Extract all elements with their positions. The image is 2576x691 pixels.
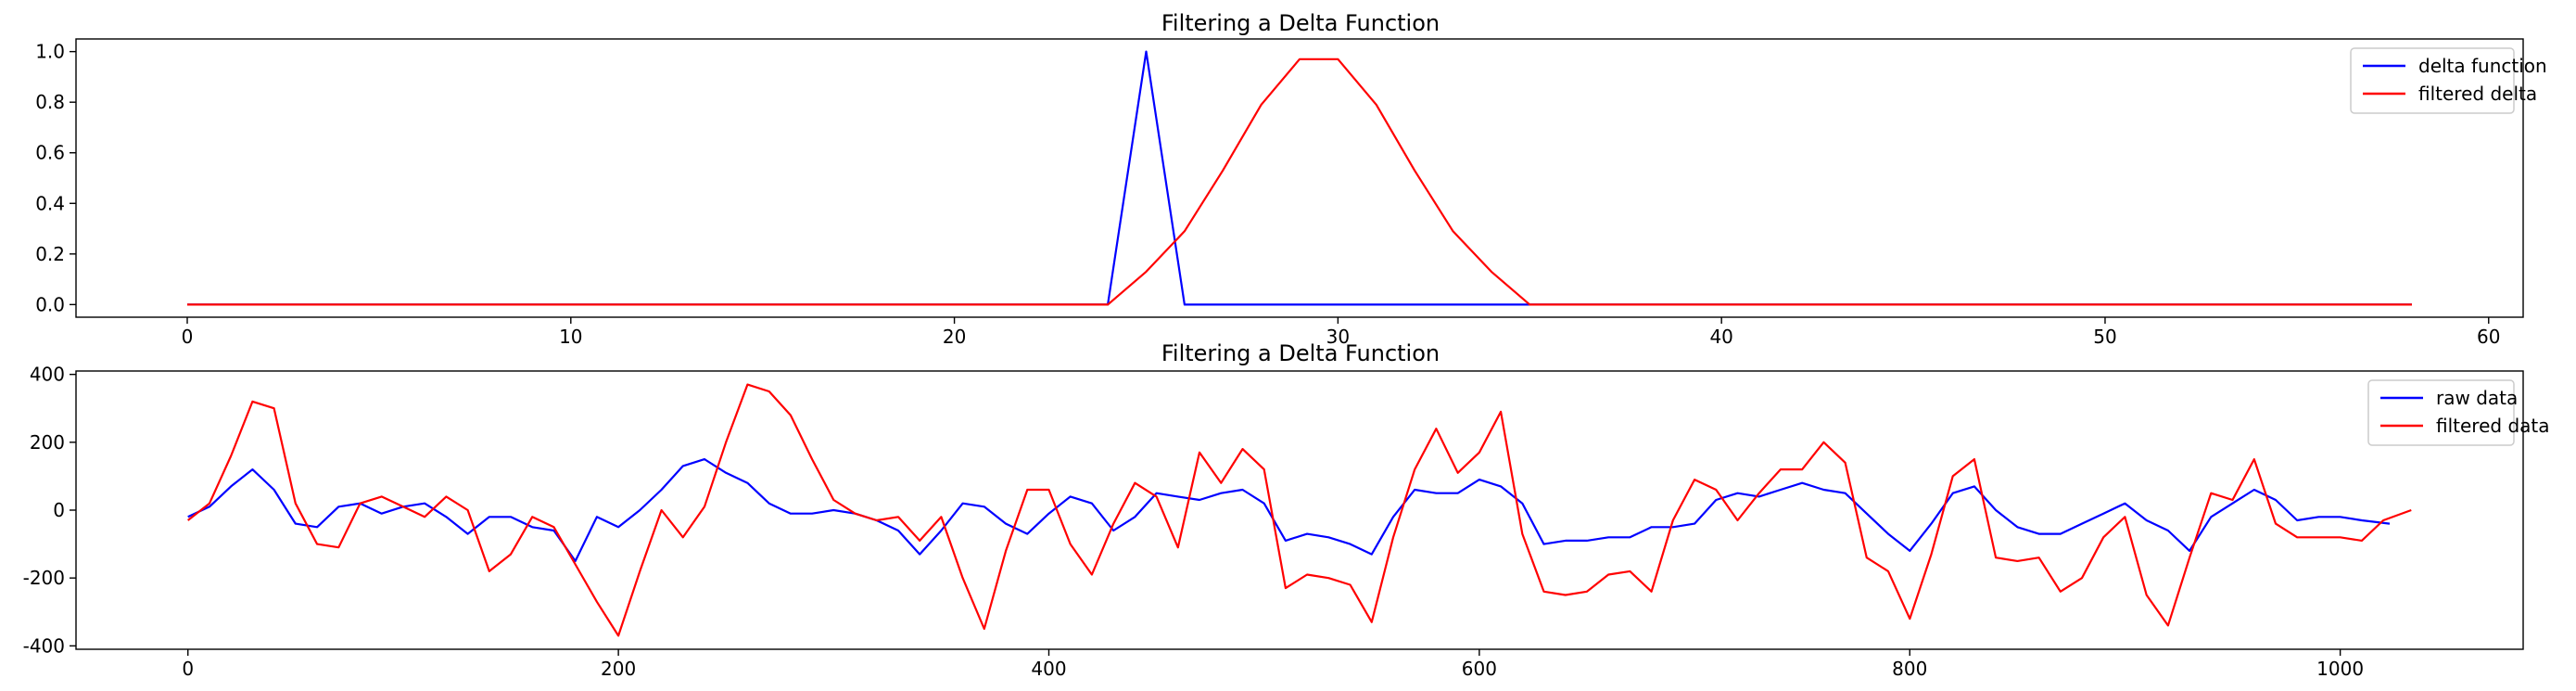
legend-item-filtered-delta: filtered delta <box>2363 83 2537 105</box>
chart-panel-delta-function: Filtering a Delta Function 0 10 20 30 40 50 60… <box>35 10 2547 348</box>
x-tick-label: 800 <box>1892 658 1927 680</box>
legend-label-filtered-data: filtered data <box>2436 415 2550 437</box>
x-tick-label: 40 <box>1709 326 1732 348</box>
legend-item-delta-function: delta function <box>2363 55 2547 77</box>
y-tick-label: 0.6 <box>35 142 65 164</box>
plot-frame <box>75 370 2524 650</box>
y-tick-label: 0.2 <box>35 243 65 265</box>
series-line-raw-data <box>187 458 2391 563</box>
x-tick-label: 20 <box>943 326 966 348</box>
x-tick-label: 10 <box>559 326 582 348</box>
series-layer <box>187 50 2412 306</box>
x-tick-label: 600 <box>1462 658 1497 680</box>
y-tick-label: 0.8 <box>35 91 65 113</box>
x-tick-label: 1000 <box>2316 658 2364 680</box>
tick-layer: 0 10 20 30 40 50 60 0.0 0.2 0.4 0.6 0.8 1.0 <box>35 41 2500 348</box>
x-tick-label: 30 <box>1326 326 1350 348</box>
legend-label-raw-data: raw data <box>2436 387 2518 409</box>
y-tick-label: 0.0 <box>35 293 65 315</box>
series-line-delta-function <box>187 50 2412 306</box>
y-tick-label: 200 <box>30 431 65 454</box>
series-line-filtered-data <box>187 383 2412 637</box>
x-tick-label: 0 <box>182 326 194 348</box>
chart-title: Filtering a Delta Function <box>1161 340 1440 366</box>
y-tick-label: 1.0 <box>35 41 65 63</box>
series-layer <box>187 383 2412 637</box>
series-line-filtered-delta <box>187 58 2412 306</box>
y-tick-label: 0.4 <box>35 192 65 214</box>
legend-label-delta-function: delta function <box>2418 55 2547 77</box>
y-tick-label: 0 <box>53 499 65 521</box>
x-tick-label: 50 <box>2093 326 2116 348</box>
chart-panel-filtered-data: Filtering a Delta Function 0 200 400 600 800… <box>23 340 2550 680</box>
x-tick-label: 200 <box>601 658 636 680</box>
plot-frame <box>75 38 2524 318</box>
x-tick-label: 60 <box>2477 326 2500 348</box>
legend: raw data filtered data <box>2367 379 2550 446</box>
chart-title: Filtering a Delta Function <box>1161 10 1440 36</box>
y-tick-label: -400 <box>23 634 65 657</box>
legend-item-raw-data: raw data <box>2380 387 2518 409</box>
x-tick-label: 400 <box>1031 658 1066 680</box>
tick-layer: 0 200 400 600 800 1000 -400 -200 0 200 400 <box>23 364 2364 680</box>
y-tick-label: -200 <box>23 567 65 589</box>
legend-label-filtered-delta: filtered delta <box>2418 83 2537 105</box>
legend: delta function filtered delta <box>2350 47 2547 114</box>
legend-box <box>2367 379 2515 446</box>
legend-box <box>2350 47 2515 114</box>
y-tick-label: 400 <box>30 364 65 386</box>
x-tick-label: 0 <box>182 658 194 680</box>
legend-item-filtered-data: filtered data <box>2380 415 2550 437</box>
